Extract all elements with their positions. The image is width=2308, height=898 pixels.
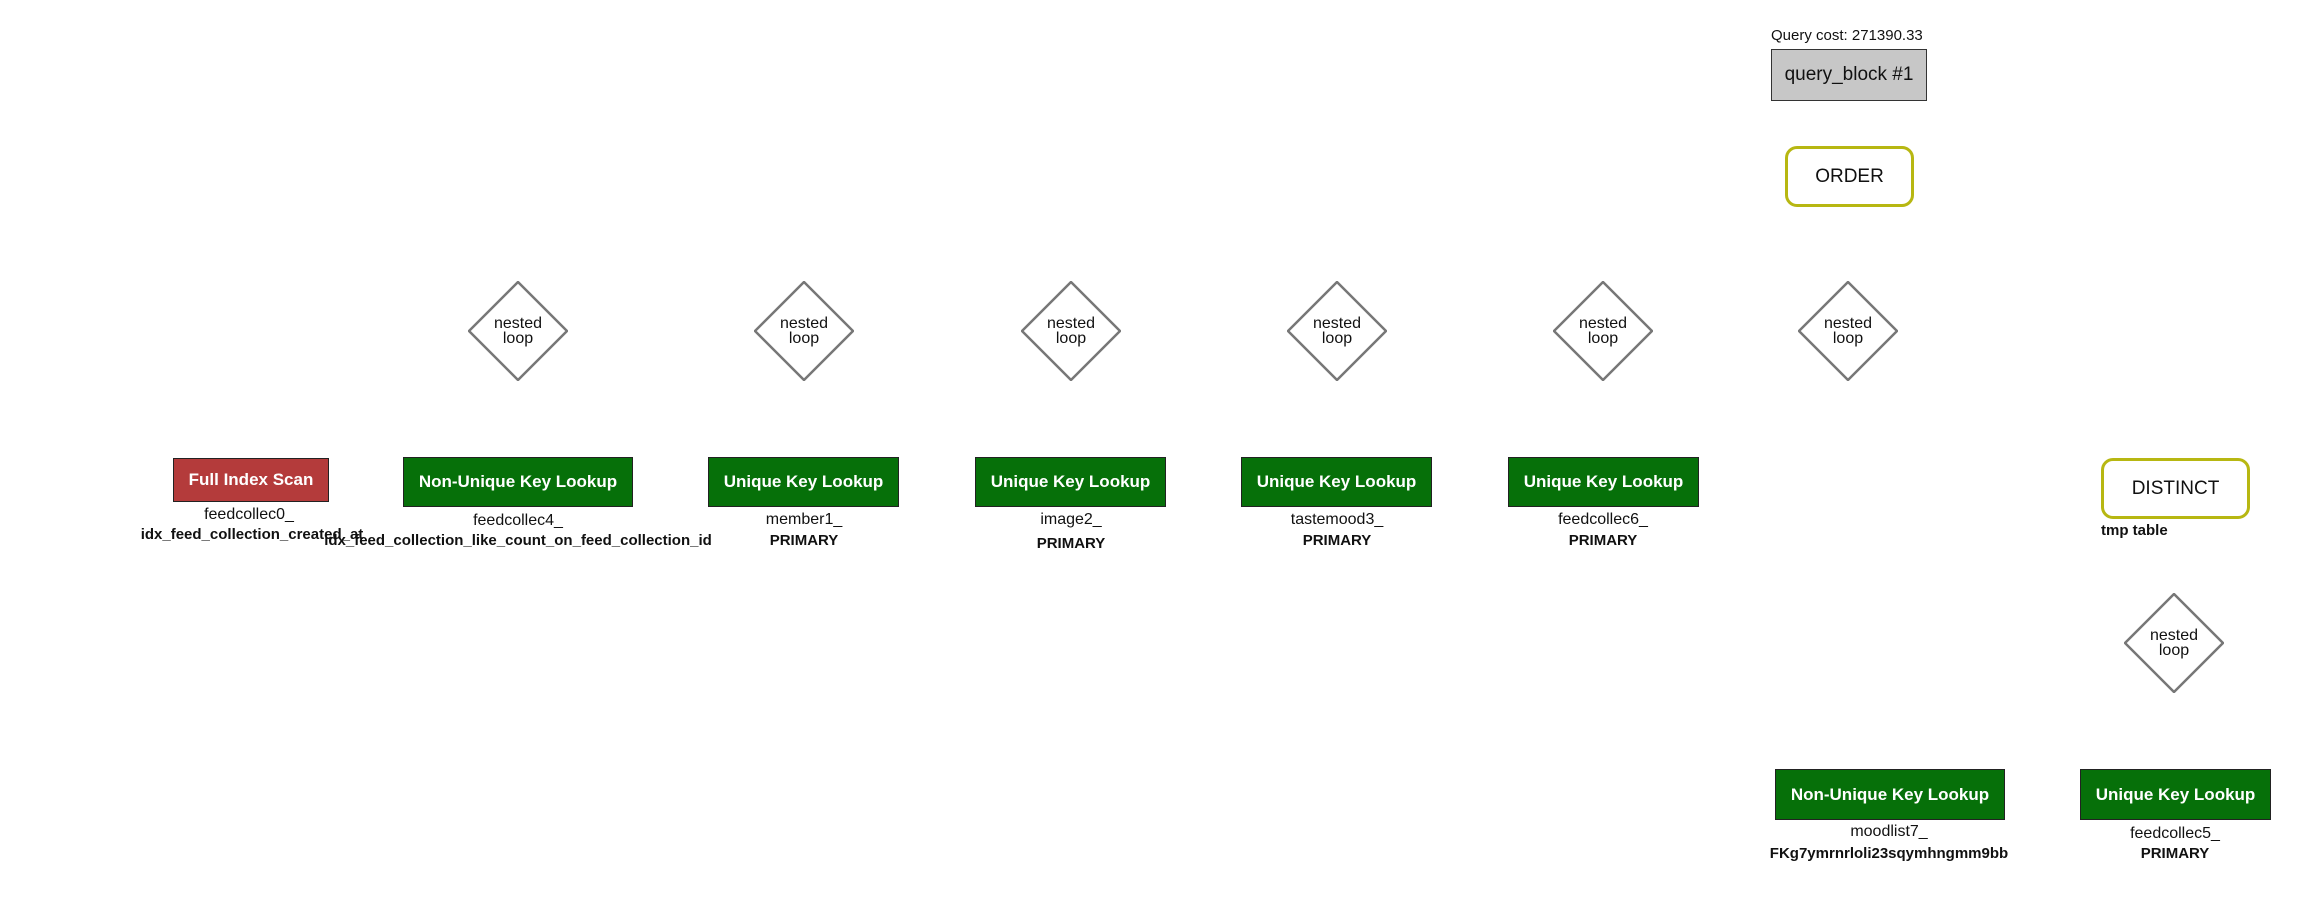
nested-loop-label: nested [1312,315,1362,332]
key-name-label: FKg7ymrnrloli23sqymhngmm9bb [1769,845,2009,862]
table-name-label: moodlist7_ [1850,823,1928,840]
nested-loop-label: nested [1046,315,1096,332]
nested-loop-node-6[interactable]: nested loop [1798,281,1898,381]
nested-loop-label: loop [1832,330,1864,347]
order-node[interactable]: ORDER [1785,146,1914,207]
key-name-label: PRIMARY [1302,532,1372,549]
nested-loop-label: loop [2158,642,2190,659]
table-name-label: feedcollec4_ [473,512,563,529]
tmp-table-label: tmp table [2101,522,2168,539]
query-block-node[interactable]: query_block #1 [1771,49,1927,101]
access-node-unique-key-lookup[interactable]: Unique Key Lookup [1508,457,1699,507]
access-node-unique-key-lookup[interactable]: Unique Key Lookup [708,457,899,507]
nested-loop-label: nested [1578,315,1628,332]
nested-loop-label: loop [788,330,820,347]
key-name-label: PRIMARY [1036,535,1106,552]
access-node-non-unique-key-lookup[interactable]: Non-Unique Key Lookup [403,457,633,507]
diamond-shape [2124,593,2224,693]
table-name-label: tastemood3_ [1290,511,1384,528]
access-node-unique-key-lookup[interactable]: Unique Key Lookup [2080,769,2271,820]
diamond-shape [754,281,854,381]
nested-loop-node-7[interactable]: nested loop [2124,593,2224,693]
access-node-unique-key-lookup[interactable]: Unique Key Lookup [975,457,1166,507]
access-node-non-unique-key-lookup[interactable]: Non-Unique Key Lookup [1775,769,2005,820]
table-name-label: image2_ [1040,511,1102,528]
diamond-shape [1287,281,1387,381]
query-cost: Query cost: 271390.33 [1771,27,1923,44]
nested-loop-node-1[interactable]: nested loop [468,281,568,381]
nested-loop-label: nested [493,315,543,332]
nested-loop-label: loop [1321,330,1353,347]
key-name-label: idx_feed_collection_like_count_on_feed_c… [324,532,712,549]
nested-loop-node-3[interactable]: nested loop [1021,281,1121,381]
table-name-label: feedcollec0_ [204,506,294,523]
nested-loop-node-2[interactable]: nested loop [754,281,854,381]
nested-loop-node-4[interactable]: nested loop [1287,281,1387,381]
nested-loop-label: nested [2149,627,2199,644]
table-name-label: feedcollec6_ [1558,511,1648,528]
key-name-label: idx_feed_collection_created_at [140,526,364,543]
nested-loop-label: loop [1587,330,1619,347]
diamond-shape [468,281,568,381]
key-name-label: PRIMARY [769,532,839,549]
diamond-shape [1553,281,1653,381]
diamond-shape [1798,281,1898,381]
key-name-label: PRIMARY [2140,845,2210,862]
table-name-label: member1_ [765,511,843,528]
table-name-label: feedcollec5_ [2130,825,2220,842]
nested-loop-label: nested [779,315,829,332]
distinct-node[interactable]: DISTINCT [2101,458,2250,519]
nested-loop-label: nested [1823,315,1873,332]
access-node-full-index-scan[interactable]: Full Index Scan [173,458,329,502]
nested-loop-label: loop [1055,330,1087,347]
diamond-shape [1021,281,1121,381]
key-name-label: PRIMARY [1568,532,1638,549]
access-node-unique-key-lookup[interactable]: Unique Key Lookup [1241,457,1432,507]
nested-loop-node-5[interactable]: nested loop [1553,281,1653,381]
nested-loop-label: loop [502,330,534,347]
